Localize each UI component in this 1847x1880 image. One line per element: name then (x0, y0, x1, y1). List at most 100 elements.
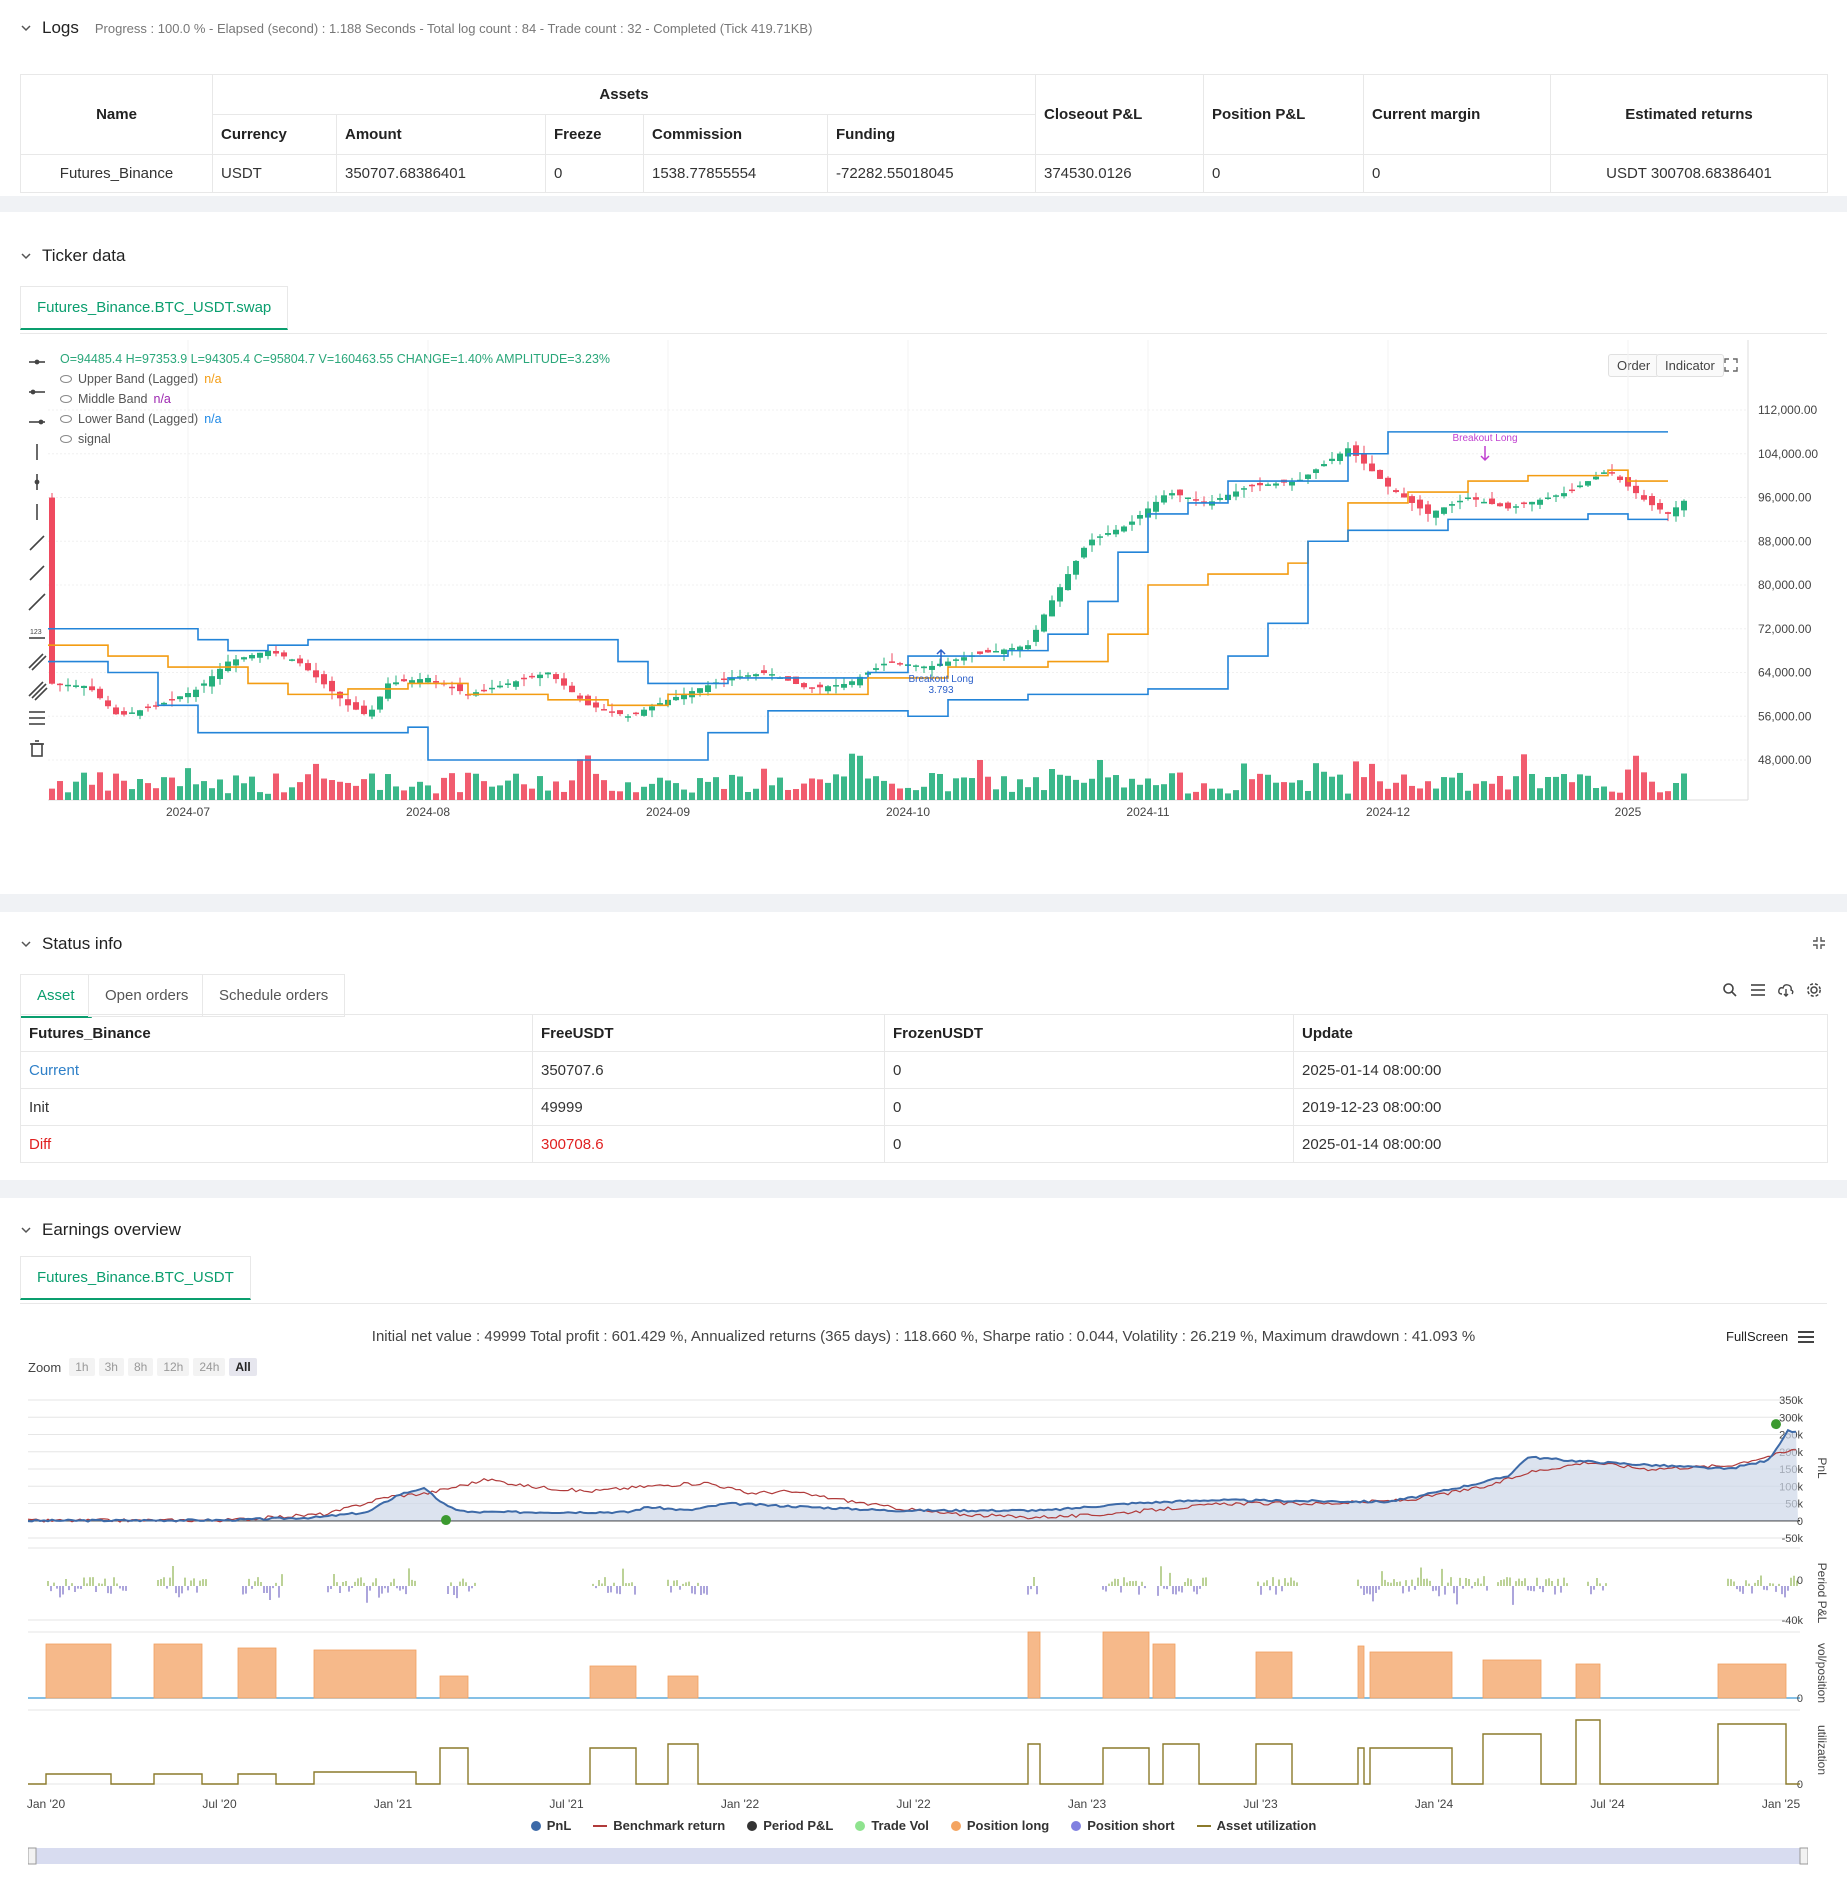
candle-body (281, 652, 287, 657)
candle-body (1057, 587, 1063, 602)
volume-bar (449, 773, 455, 800)
tab-ticker-symbol[interactable]: Futures_Binance.BTC_USDT.swap (20, 286, 289, 330)
logs-header[interactable]: Logs Progress : 100.0 % - Elapsed (secon… (20, 18, 812, 38)
tab-asset[interactable]: Asset (20, 974, 92, 1018)
logs-table: Name Assets Closeout P&L Position P&L Cu… (20, 74, 1828, 193)
candle-body (105, 700, 111, 707)
legend-pnl[interactable]: PnL (530, 1818, 571, 1833)
trend-line-icon[interactable] (29, 535, 45, 551)
ray-line-icon[interactable] (29, 565, 45, 581)
volume-bar (1121, 787, 1127, 800)
volume-bar (1369, 763, 1375, 800)
eye-icon[interactable] (60, 395, 72, 403)
volume-bar (1137, 784, 1143, 800)
indicator-button[interactable]: Indicator (1656, 354, 1724, 377)
eye-icon[interactable] (60, 415, 72, 423)
expand-icon[interactable] (1724, 358, 1738, 372)
cross-line-icon[interactable] (29, 419, 45, 425)
legend-position-short[interactable]: Position short (1071, 1818, 1175, 1833)
navigator-scrollbar[interactable] (28, 1846, 1808, 1866)
candle-body (329, 680, 335, 692)
volume-bar (1209, 788, 1215, 800)
volume-bar (905, 787, 911, 800)
candle-body (817, 684, 823, 688)
tab-earnings-symbol[interactable]: Futures_Binance.BTC_USDT (20, 1256, 251, 1300)
zoom-24h[interactable]: 24h (193, 1358, 226, 1376)
lower-band-line (48, 513, 1668, 761)
ticker-header[interactable]: Ticker data (20, 246, 125, 266)
horizontal-line-icon[interactable] (29, 359, 45, 365)
candle-body (1657, 502, 1663, 510)
volume-bar (657, 777, 663, 800)
row-label-current[interactable]: Current (20, 1051, 533, 1089)
legend-position-long[interactable]: Position long (950, 1818, 1049, 1833)
candle-body (873, 668, 879, 670)
cloud-download-icon[interactable] (1778, 982, 1794, 998)
legend-asset-utilization[interactable]: Asset utilization (1196, 1818, 1316, 1833)
volume-bar (1681, 773, 1687, 800)
trash-icon[interactable] (30, 740, 44, 757)
volume-bar (1513, 776, 1519, 800)
price-label-icon[interactable]: 123 (29, 629, 45, 639)
zoom-8h[interactable]: 8h (127, 1358, 154, 1376)
parallel-channel-icon[interactable] (28, 653, 47, 671)
collapse-icon[interactable] (1812, 936, 1826, 950)
zoom-all[interactable]: All (229, 1358, 257, 1376)
candle-body (537, 674, 543, 679)
fib-icon[interactable] (28, 681, 48, 701)
candle-body (1305, 474, 1311, 479)
earnings-chart[interactable]: 350k300k250k200k150k100k50k0-50kPnLPerio… (0, 1388, 1847, 1818)
price-chart[interactable]: 112,000.00 104,000.00 96,000.00 88,000.00 80… (48, 340, 1838, 820)
zoom-3h[interactable]: 3h (98, 1358, 124, 1376)
horizontal-ray-icon[interactable] (29, 389, 45, 395)
volume-bar (689, 792, 695, 800)
candle-body (1489, 498, 1495, 505)
extended-line-icon[interactable] (28, 593, 46, 611)
vertical-segment-icon[interactable] (34, 474, 40, 490)
legend-lower-band[interactable]: Lower Band (Lagged) n/a (60, 412, 222, 426)
candle-body (313, 670, 319, 678)
volume-bar (1161, 784, 1167, 800)
candle-body (1641, 495, 1647, 500)
zoom-12h[interactable]: 12h (157, 1358, 190, 1376)
grid-lines-icon[interactable] (29, 711, 45, 725)
volume-bar (177, 786, 183, 800)
legend-middle-band[interactable]: Middle Band n/a (60, 392, 171, 406)
tab-schedule-orders[interactable]: Schedule orders (202, 974, 346, 1017)
volume-bar (1545, 776, 1551, 800)
eye-icon[interactable] (60, 435, 72, 443)
menu-icon[interactable] (1798, 1330, 1815, 1344)
fullscreen-button[interactable]: FullScreen (1726, 1329, 1815, 1344)
volume-bar (937, 773, 943, 800)
volume-bar (825, 782, 831, 800)
list-icon[interactable] (1750, 982, 1766, 998)
row-label-diff: Diff (20, 1125, 533, 1163)
candle-body (673, 696, 679, 701)
earnings-header[interactable]: Earnings overview (20, 1220, 181, 1240)
zoom-1h[interactable]: 1h (69, 1358, 95, 1376)
volume-bar (1073, 779, 1079, 800)
legend-period-pnl[interactable]: Period P&L (747, 1818, 833, 1833)
volume-bar (737, 776, 743, 800)
candle-body (241, 657, 247, 660)
candle-body (1337, 453, 1343, 461)
legend-signal[interactable]: signal (60, 432, 111, 446)
volume-bar (1593, 788, 1599, 800)
volume-bar (1313, 763, 1319, 800)
status-header[interactable]: Status info (20, 934, 122, 954)
tab-open-orders[interactable]: Open orders (88, 974, 206, 1017)
gear-icon[interactable] (1806, 982, 1822, 998)
legend-trade-vol[interactable]: Trade Vol (855, 1818, 929, 1833)
volume-bar (833, 774, 839, 800)
candle-body (1041, 614, 1047, 632)
volume-bar (97, 772, 103, 800)
volume-bar (1193, 791, 1199, 800)
legend-benchmark[interactable]: Benchmark return (593, 1818, 725, 1833)
candle-body (1201, 501, 1207, 503)
eye-icon[interactable] (60, 375, 72, 383)
search-icon[interactable] (1722, 982, 1738, 998)
legend-upper-band[interactable]: Upper Band (Lagged) n/a (60, 372, 222, 386)
volume-bar (137, 779, 143, 800)
volume-bar (217, 779, 223, 800)
cell-commission: 1538.77855554 (643, 154, 828, 193)
